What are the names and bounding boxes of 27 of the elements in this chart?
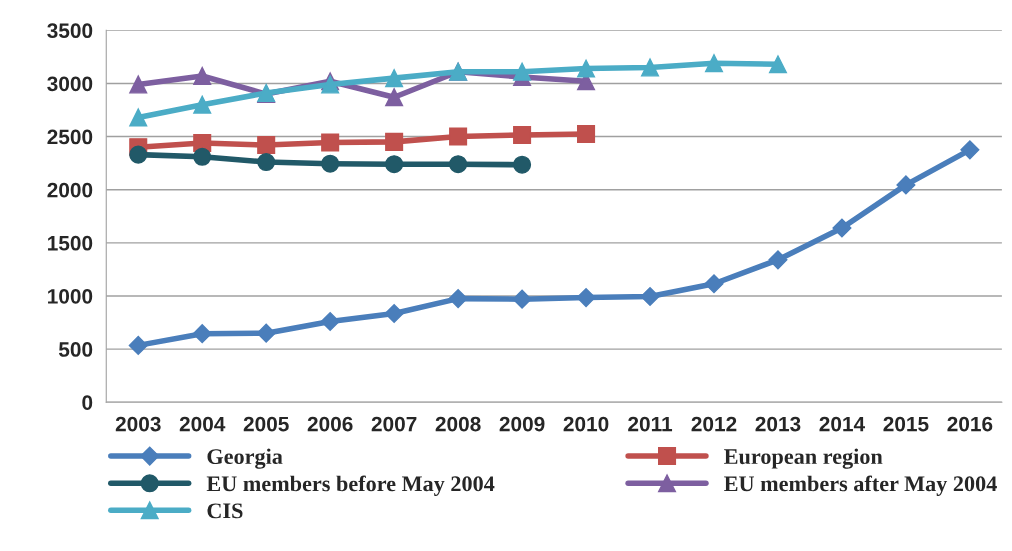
x-tick-label: 2008 (435, 416, 481, 432)
y-tick-label: 2000 (47, 182, 93, 198)
y-tick-label: 1000 (48, 288, 93, 304)
legend-label: European region (724, 448, 883, 469)
x-tick-label: 2009 (499, 416, 545, 432)
x-tick-label: 2004 (179, 416, 226, 432)
x-tick-label: 2015 (883, 416, 929, 432)
legend-label: EU members before May 2004 (206, 475, 495, 496)
x-tick-label: 2003 (115, 416, 161, 432)
x-tick-label: 2012 (691, 416, 737, 432)
legend-label: CIS (207, 503, 243, 519)
x-tick-label: 2014 (819, 416, 866, 432)
y-tick-label: 500 (58, 342, 93, 357)
y-tick-label: 0 (82, 395, 93, 410)
y-tick-label: 1500 (48, 235, 93, 251)
x-tick-label: 2013 (755, 416, 801, 432)
y-tick-label: 2500 (47, 129, 93, 145)
y-tick-label: 3500 (47, 23, 93, 39)
x-tick-label: 2011 (628, 416, 673, 432)
x-tick-label: 2010 (563, 416, 609, 432)
legend-label: Georgia (207, 448, 283, 469)
legend-label: EU members after May 2004 (724, 475, 997, 496)
x-tick-label: 2005 (243, 416, 289, 432)
x-tick-label: 2006 (307, 416, 353, 432)
x-tick-label: 2016 (947, 416, 993, 432)
y-tick-label: 3000 (47, 76, 93, 92)
x-tick-label: 2007 (371, 416, 417, 432)
